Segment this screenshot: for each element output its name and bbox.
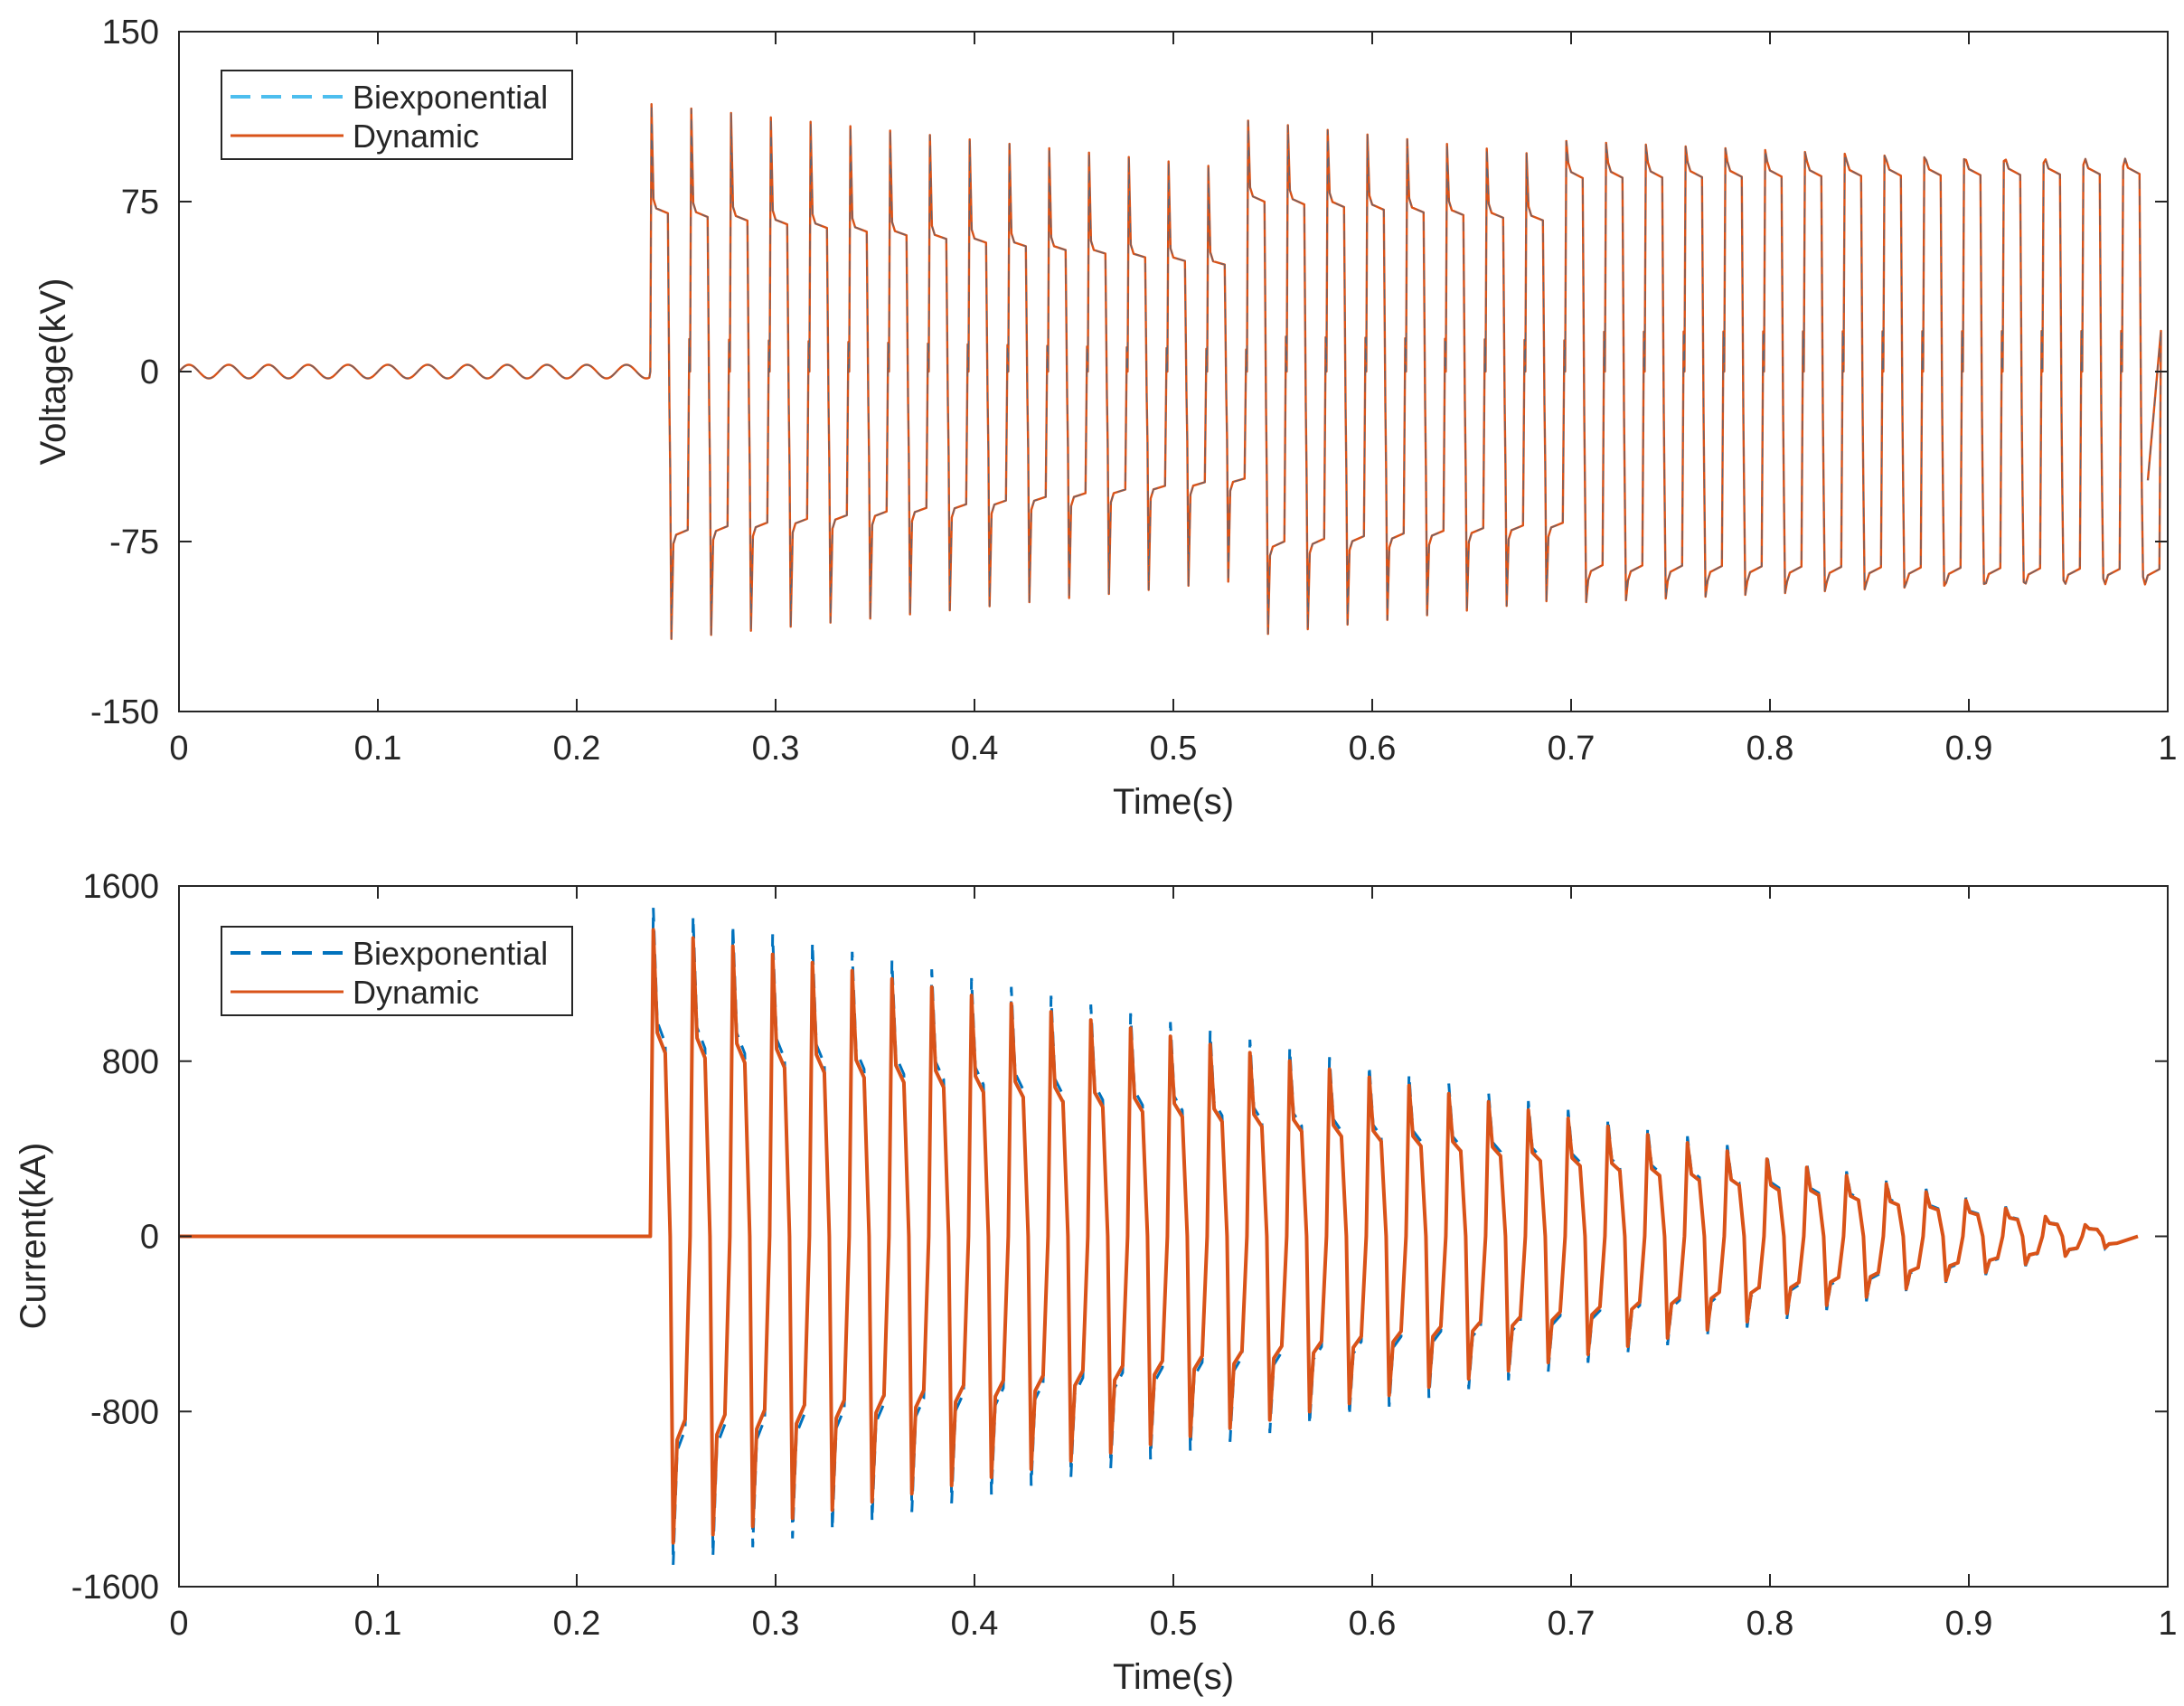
voltage-x-ticks: 0 0.1 0.2 0.3 0.4 0.5 0.6 0.7 0.8 0.9 1: [169, 32, 2178, 768]
voltage-legend-biexponential-label: Biexponential: [353, 79, 548, 116]
current-y-axis-title: Current(kA): [14, 1143, 53, 1330]
current-y-tick-label: 800: [102, 1043, 159, 1081]
voltage-x-tick-label: 0.1: [354, 730, 402, 768]
voltage-y-tick-label: -150: [90, 693, 159, 731]
current-x-tick-label: 0.6: [1349, 1605, 1397, 1643]
current-legend-biexponential-label: Biexponential: [353, 935, 548, 972]
current-x-tick-label: 0.5: [1150, 1605, 1198, 1643]
biexponential-voltage-line: [178, 104, 2162, 639]
voltage-y-tick-label: 0: [140, 353, 159, 391]
voltage-x-tick-label: 0.6: [1349, 730, 1397, 768]
voltage-legend-box: [221, 70, 573, 160]
voltage-y-tick-label: -75: [109, 523, 159, 561]
voltage-legend-dynamic-label: Dynamic: [353, 118, 479, 155]
dynamic-current-line: [179, 928, 2139, 1545]
current-legend-box: [221, 926, 573, 1016]
voltage-legend: Biexponential Dynamic: [221, 70, 573, 160]
current-y-ticks: 1600 800 0 -800 -1600: [71, 868, 2168, 1607]
current-y-tick-label: 0: [140, 1219, 159, 1257]
current-chart: 1600 800 0 -800 -1600 0 0.1 0.2 0.3 0.4 0.5 0.6 0.7…: [14, 868, 2178, 1697]
dynamic-current-series: [179, 928, 2139, 1545]
current-legend: Biexponential Dynamic: [221, 926, 573, 1016]
current-x-tick-label: 0.9: [1945, 1605, 1993, 1643]
current-x-tick-label: 0.1: [354, 1605, 402, 1643]
current-y-tick-label: -800: [90, 1393, 159, 1431]
current-x-tick-label: 0.7: [1548, 1605, 1596, 1643]
voltage-x-tick-label: 0.7: [1548, 730, 1596, 768]
voltage-y-ticks: 150 75 0 -75 -150: [90, 14, 2168, 731]
current-y-tick-label: -1600: [71, 1569, 159, 1607]
current-x-tick-label: 0.3: [752, 1605, 800, 1643]
voltage-x-tick-label: 1: [2158, 730, 2177, 768]
voltage-y-tick-label: 75: [121, 184, 159, 221]
current-x-tick-label: 0.8: [1746, 1605, 1794, 1643]
voltage-x-axis-title: Time(s): [1113, 782, 1234, 822]
current-x-tick-label: 1: [2158, 1605, 2177, 1643]
voltage-x-tick-label: 0.4: [951, 730, 999, 768]
current-x-tick-label: 0: [169, 1605, 188, 1643]
voltage-x-tick-label: 0.5: [1150, 730, 1198, 768]
current-legend-dynamic-label: Dynamic: [353, 974, 479, 1011]
current-x-tick-label: 0.2: [553, 1605, 601, 1643]
voltage-y-axis-title: Voltage(kV): [33, 278, 73, 466]
current-x-tick-label: 0.4: [951, 1605, 999, 1643]
biexponential-voltage-series: [178, 104, 2162, 639]
current-x-ticks: 0 0.1 0.2 0.3 0.4 0.5 0.6 0.7 0.8 0.9 1: [169, 886, 2178, 1643]
voltage-x-tick-label: 0: [169, 730, 188, 768]
voltage-x-tick-label: 0.8: [1746, 730, 1794, 768]
voltage-y-tick-label: 150: [102, 14, 159, 52]
current-x-axis-title: Time(s): [1113, 1657, 1234, 1697]
voltage-x-tick-label: 0.9: [1945, 730, 1993, 768]
voltage-x-tick-label: 0.3: [752, 730, 800, 768]
voltage-x-tick-label: 0.2: [553, 730, 601, 768]
current-y-tick-label: 1600: [82, 868, 159, 906]
